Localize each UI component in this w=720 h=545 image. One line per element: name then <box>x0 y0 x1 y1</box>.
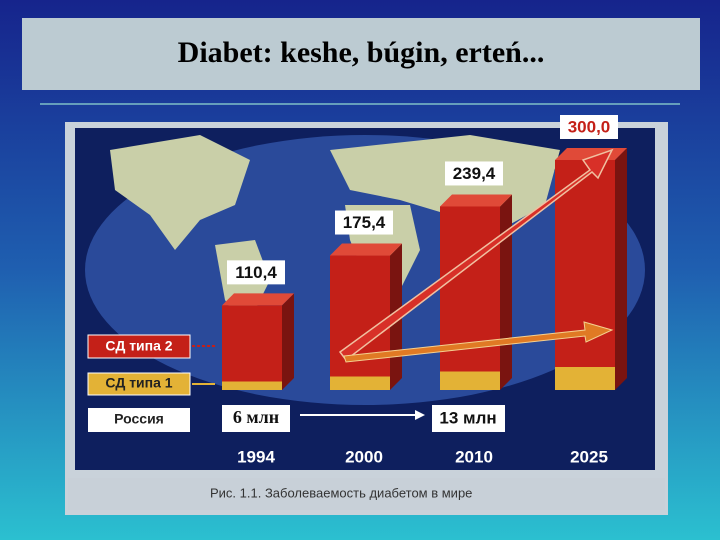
caption-strip <box>68 478 665 510</box>
x-tick-label: 1994 <box>237 447 275 466</box>
title-box <box>22 18 700 90</box>
legend-box <box>87 372 191 396</box>
value-label: 175,4 <box>343 213 386 232</box>
russia-note: 13 млн <box>439 408 496 427</box>
legend-box <box>87 334 191 359</box>
trend-arrow <box>343 321 614 363</box>
x-tick-label: 2010 <box>455 447 493 466</box>
bar-top <box>222 293 294 306</box>
bar-side <box>282 293 294 390</box>
bar <box>440 206 500 390</box>
value-label: 239,4 <box>453 164 496 183</box>
bar <box>222 305 282 390</box>
value-label-box <box>227 260 285 285</box>
value-label: 300,0 <box>568 117 611 136</box>
bar-side <box>500 194 512 390</box>
legend-label: СД типа 1 <box>105 375 172 391</box>
x-tick-label: 2025 <box>570 447 608 466</box>
note-box <box>432 405 505 432</box>
legend-box <box>88 408 190 432</box>
arrow-head <box>415 410 425 420</box>
value-label-box <box>445 161 503 186</box>
legend-label: СД типа 2 <box>105 338 172 354</box>
value-label: 110,4 <box>235 263 277 282</box>
bars: 110,4 1994 175,4 2000 239,4 2010 300,0 2025 <box>222 115 627 466</box>
value-label-box <box>335 210 393 235</box>
bar <box>555 160 615 390</box>
slide-title: Diabet: keshe, búgin, erteń... <box>178 36 545 69</box>
value-label-box <box>560 115 618 139</box>
russia-label: Россия <box>114 411 164 427</box>
russia-note: 6 млн <box>233 407 279 427</box>
x-tick-label: 2000 <box>345 447 383 466</box>
trend-arrow <box>338 148 614 362</box>
trend-arrows <box>338 148 614 363</box>
caption: Рис. 1.1. Заболеваемость диабетом в мире <box>210 485 472 500</box>
bar-top <box>330 243 402 256</box>
note-box <box>222 405 290 432</box>
bar-top <box>440 194 512 207</box>
bar-side <box>615 148 627 390</box>
continent <box>110 135 250 250</box>
